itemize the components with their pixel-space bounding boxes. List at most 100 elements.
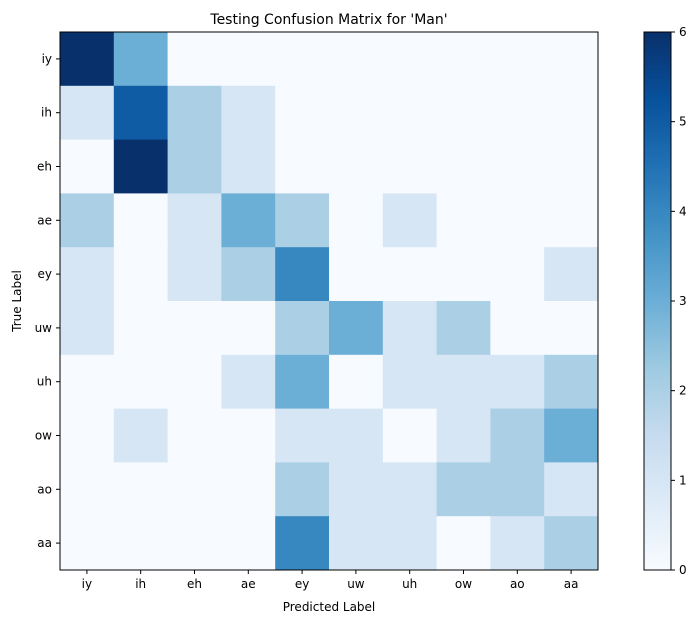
heatmap-cell — [436, 247, 491, 302]
heatmap-cell — [113, 408, 169, 463]
y-tick-label: ae — [37, 213, 52, 227]
heatmap-cell — [221, 247, 276, 302]
heatmap-cell — [436, 32, 491, 87]
heatmap-cell — [382, 85, 438, 141]
y-tick-label: uw — [35, 321, 53, 335]
heatmap-cell — [113, 247, 169, 302]
heatmap-cell — [436, 516, 491, 571]
heatmap-cell — [113, 85, 169, 141]
heatmap-cell — [436, 408, 491, 463]
heatmap-cell — [113, 32, 169, 87]
heatmap-cell — [329, 85, 384, 141]
heatmap-cell — [221, 32, 276, 87]
heatmap-cell — [436, 139, 491, 194]
heatmap-cell — [221, 462, 276, 517]
x-tick-label: ae — [241, 577, 256, 591]
colorbar-tick-label: 0 — [679, 563, 687, 577]
heatmap-cell — [382, 301, 438, 356]
heatmap-cell — [490, 247, 545, 302]
heatmap-cell — [436, 85, 491, 141]
heatmap-cell — [329, 301, 384, 356]
heatmap-cell — [436, 193, 491, 248]
heatmap-cell — [60, 247, 115, 302]
heatmap-cell — [544, 139, 599, 194]
x-tick-label: ao — [510, 577, 525, 591]
heatmap-cell — [113, 354, 169, 410]
heatmap-cell — [221, 516, 276, 571]
heatmap-cell — [329, 32, 384, 87]
heatmap-cell — [60, 301, 115, 356]
y-tick-label: ao — [37, 482, 52, 496]
x-tick-label: ih — [135, 577, 146, 591]
heatmap-cell — [167, 85, 222, 141]
heatmap-cell — [329, 354, 384, 410]
y-tick-label: iy — [42, 52, 52, 66]
x-tick-label: ow — [455, 577, 472, 591]
heatmap-cell — [60, 32, 115, 87]
heatmap-cell — [275, 354, 330, 410]
y-tick-label: ih — [41, 106, 52, 120]
heatmap-cell — [490, 32, 545, 87]
heatmap-cell — [60, 85, 115, 141]
x-tick-label: uh — [402, 577, 417, 591]
heatmap-cell — [436, 462, 491, 517]
heatmap-cell — [275, 516, 330, 571]
heatmap-cell — [382, 408, 438, 463]
heatmap-cell — [275, 301, 330, 356]
heatmap-cell — [275, 85, 330, 141]
heatmap-cell — [382, 193, 438, 248]
heatmap-cell — [113, 193, 169, 248]
y-axis-ticks: iy ih eh ae ey uw uh ow ao aa — [35, 52, 60, 550]
heatmap-cells — [60, 32, 599, 571]
heatmap-cell — [167, 462, 222, 517]
heatmap-cell — [490, 354, 545, 410]
plot-frame — [59, 31, 599, 571]
heatmap-cell — [275, 247, 330, 302]
heatmap-cell — [275, 462, 330, 517]
heatmap-cell — [167, 354, 222, 410]
x-axis-ticks: iy ih eh ae ey uw uh ow ao aa — [82, 570, 579, 591]
heatmap-cell — [167, 408, 222, 463]
heatmap-cell — [544, 247, 599, 302]
heatmap-cell — [221, 193, 276, 248]
heatmap-cell — [544, 301, 599, 356]
heatmap-cell — [544, 32, 599, 87]
heatmap-cell — [329, 408, 384, 463]
x-tick-label: aa — [564, 577, 579, 591]
heatmap-cell — [544, 85, 599, 141]
colorbar-tick-label: 1 — [679, 473, 687, 487]
heatmap-cell — [382, 139, 438, 194]
colorbar-tick-label: 5 — [679, 115, 687, 129]
heatmap-cell — [490, 139, 545, 194]
heatmap-cell — [329, 247, 384, 302]
y-tick-label: uh — [37, 375, 52, 389]
heatmap-cell — [60, 193, 115, 248]
y-tick-label: aa — [37, 536, 52, 550]
heatmap-cell — [490, 462, 545, 517]
heatmap-cell — [490, 85, 545, 141]
heatmap-cell — [275, 32, 330, 87]
colorbar-tick-label: 2 — [679, 384, 687, 398]
heatmap-cell — [544, 354, 599, 410]
heatmap-cell — [329, 516, 384, 571]
heatmap-cell — [382, 247, 438, 302]
heatmap-cell — [221, 354, 276, 410]
heatmap-cell — [221, 139, 276, 194]
heatmap-cell — [167, 247, 222, 302]
heatmap-cell — [490, 408, 545, 463]
colorbar — [643, 31, 672, 571]
heatmap-cell — [113, 139, 169, 194]
heatmap-cell — [60, 408, 115, 463]
x-axis-title: Predicted Label — [283, 600, 376, 614]
heatmap-cell — [544, 462, 599, 517]
heatmap-cell — [167, 32, 222, 87]
heatmap-cell — [329, 193, 384, 248]
colorbar-tick-label: 3 — [679, 294, 687, 308]
y-axis-title: True Label — [10, 270, 24, 333]
chart-title: Testing Confusion Matrix for 'Man' — [209, 12, 447, 28]
heatmap-cell — [167, 193, 222, 248]
heatmap-cell — [167, 301, 222, 356]
heatmap-cell — [60, 462, 115, 517]
x-tick-label: uw — [347, 577, 365, 591]
